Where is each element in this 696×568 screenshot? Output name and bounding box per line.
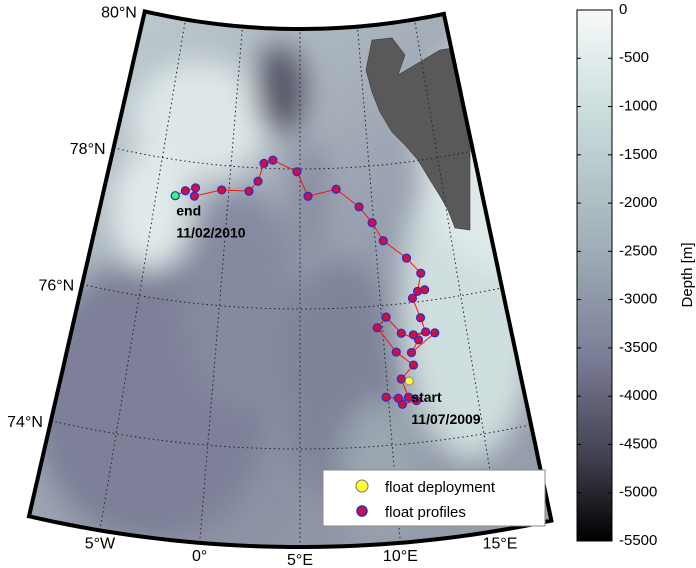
profile-point [354,202,364,212]
meridian-label: 0° [192,548,207,565]
legend-label: float profiles [385,504,466,521]
legend-marker [356,505,368,517]
profile-point [430,328,440,338]
colorbar-label: Depth [m] [679,242,696,307]
deployment-point [404,376,414,386]
meridian-label: 5°W [85,535,116,552]
colorbar-tick-label: -3500 [619,339,657,356]
grid-line [199,26,244,543]
grid-line [113,147,474,170]
colorbar-tick-label: -1000 [619,98,657,115]
meridian-label: 15°E [483,535,518,552]
legend-box [322,469,546,527]
colorbar-tick-label: -5000 [619,484,657,501]
grid-line [414,19,501,531]
legend-label: float deployment [385,479,496,496]
profile-point [170,191,180,201]
end-label: end [176,203,201,219]
meridian-label: 5°E [287,552,313,568]
profile-point [189,191,199,201]
profile-point [416,268,426,278]
legend: float deployment float profiles [322,469,546,527]
colorbar-axis: 0 -500 -1000 -1500 -2000 -2500 -3000 -3500 -4000… [577,1,657,549]
profile-point [396,374,406,384]
end-date: 11/02/2010 [176,225,246,241]
profile-point [411,396,422,406]
parallel-label: 76°N [38,277,74,294]
profile-point [259,158,269,168]
profile-point [403,392,414,402]
track [170,155,440,409]
profile-point [303,191,313,201]
colorbar-tick-label: -4000 [619,387,657,404]
start-label: start [411,389,442,405]
parallel-label: 74°N [7,414,43,431]
profile-point [415,313,426,323]
profile-point [413,286,423,296]
colorbar-tick-label: -4500 [619,435,657,452]
labels: 80°N 78°N 76°N 74°N 5°W 0° 5°E 10°E 15°E end 11/02… [7,4,517,568]
colorbar [576,9,613,542]
profile-point [331,184,341,194]
profile-point [396,328,406,338]
parallel-label: 80°N [101,4,137,21]
colorbar-tick-label: -500 [619,49,649,66]
map-frame [26,9,554,549]
profile-point [406,348,417,358]
profile-point [381,312,391,322]
profile-point [253,176,263,186]
profile-point [421,327,431,337]
profile-point [244,186,254,196]
colorbar-tick-label: -1500 [619,146,657,163]
grid-line [356,26,401,543]
colorbar-tick-label: 0 [619,1,627,18]
profile-point [407,293,418,303]
start-date: 11/07/2009 [411,411,481,427]
colorbar-tick-label: -2000 [619,194,657,211]
profile-point [372,323,382,333]
profile-point [180,186,190,196]
profile-point [381,392,391,402]
profile-point [391,347,401,357]
colorbar-tick-label: -5500 [619,532,657,549]
legend-marker [355,479,369,493]
profile-point [292,167,302,177]
svalbard [365,37,471,231]
profile-point [217,185,227,195]
meridian-label: 10°E [383,548,418,565]
colorbar-tick-label: -3000 [619,291,657,308]
profile-point [378,236,388,246]
parallel-label: 78°N [70,141,106,158]
grid-line [82,283,503,310]
profile-point [393,393,403,403]
profile-point [408,330,418,340]
profile-point [408,360,419,370]
grid-line [99,19,186,531]
profile-point [190,183,201,193]
colorbar-tick-label: -2500 [619,242,657,259]
profile-point [268,155,278,165]
profile-point [367,218,377,228]
profile-point [401,253,412,263]
